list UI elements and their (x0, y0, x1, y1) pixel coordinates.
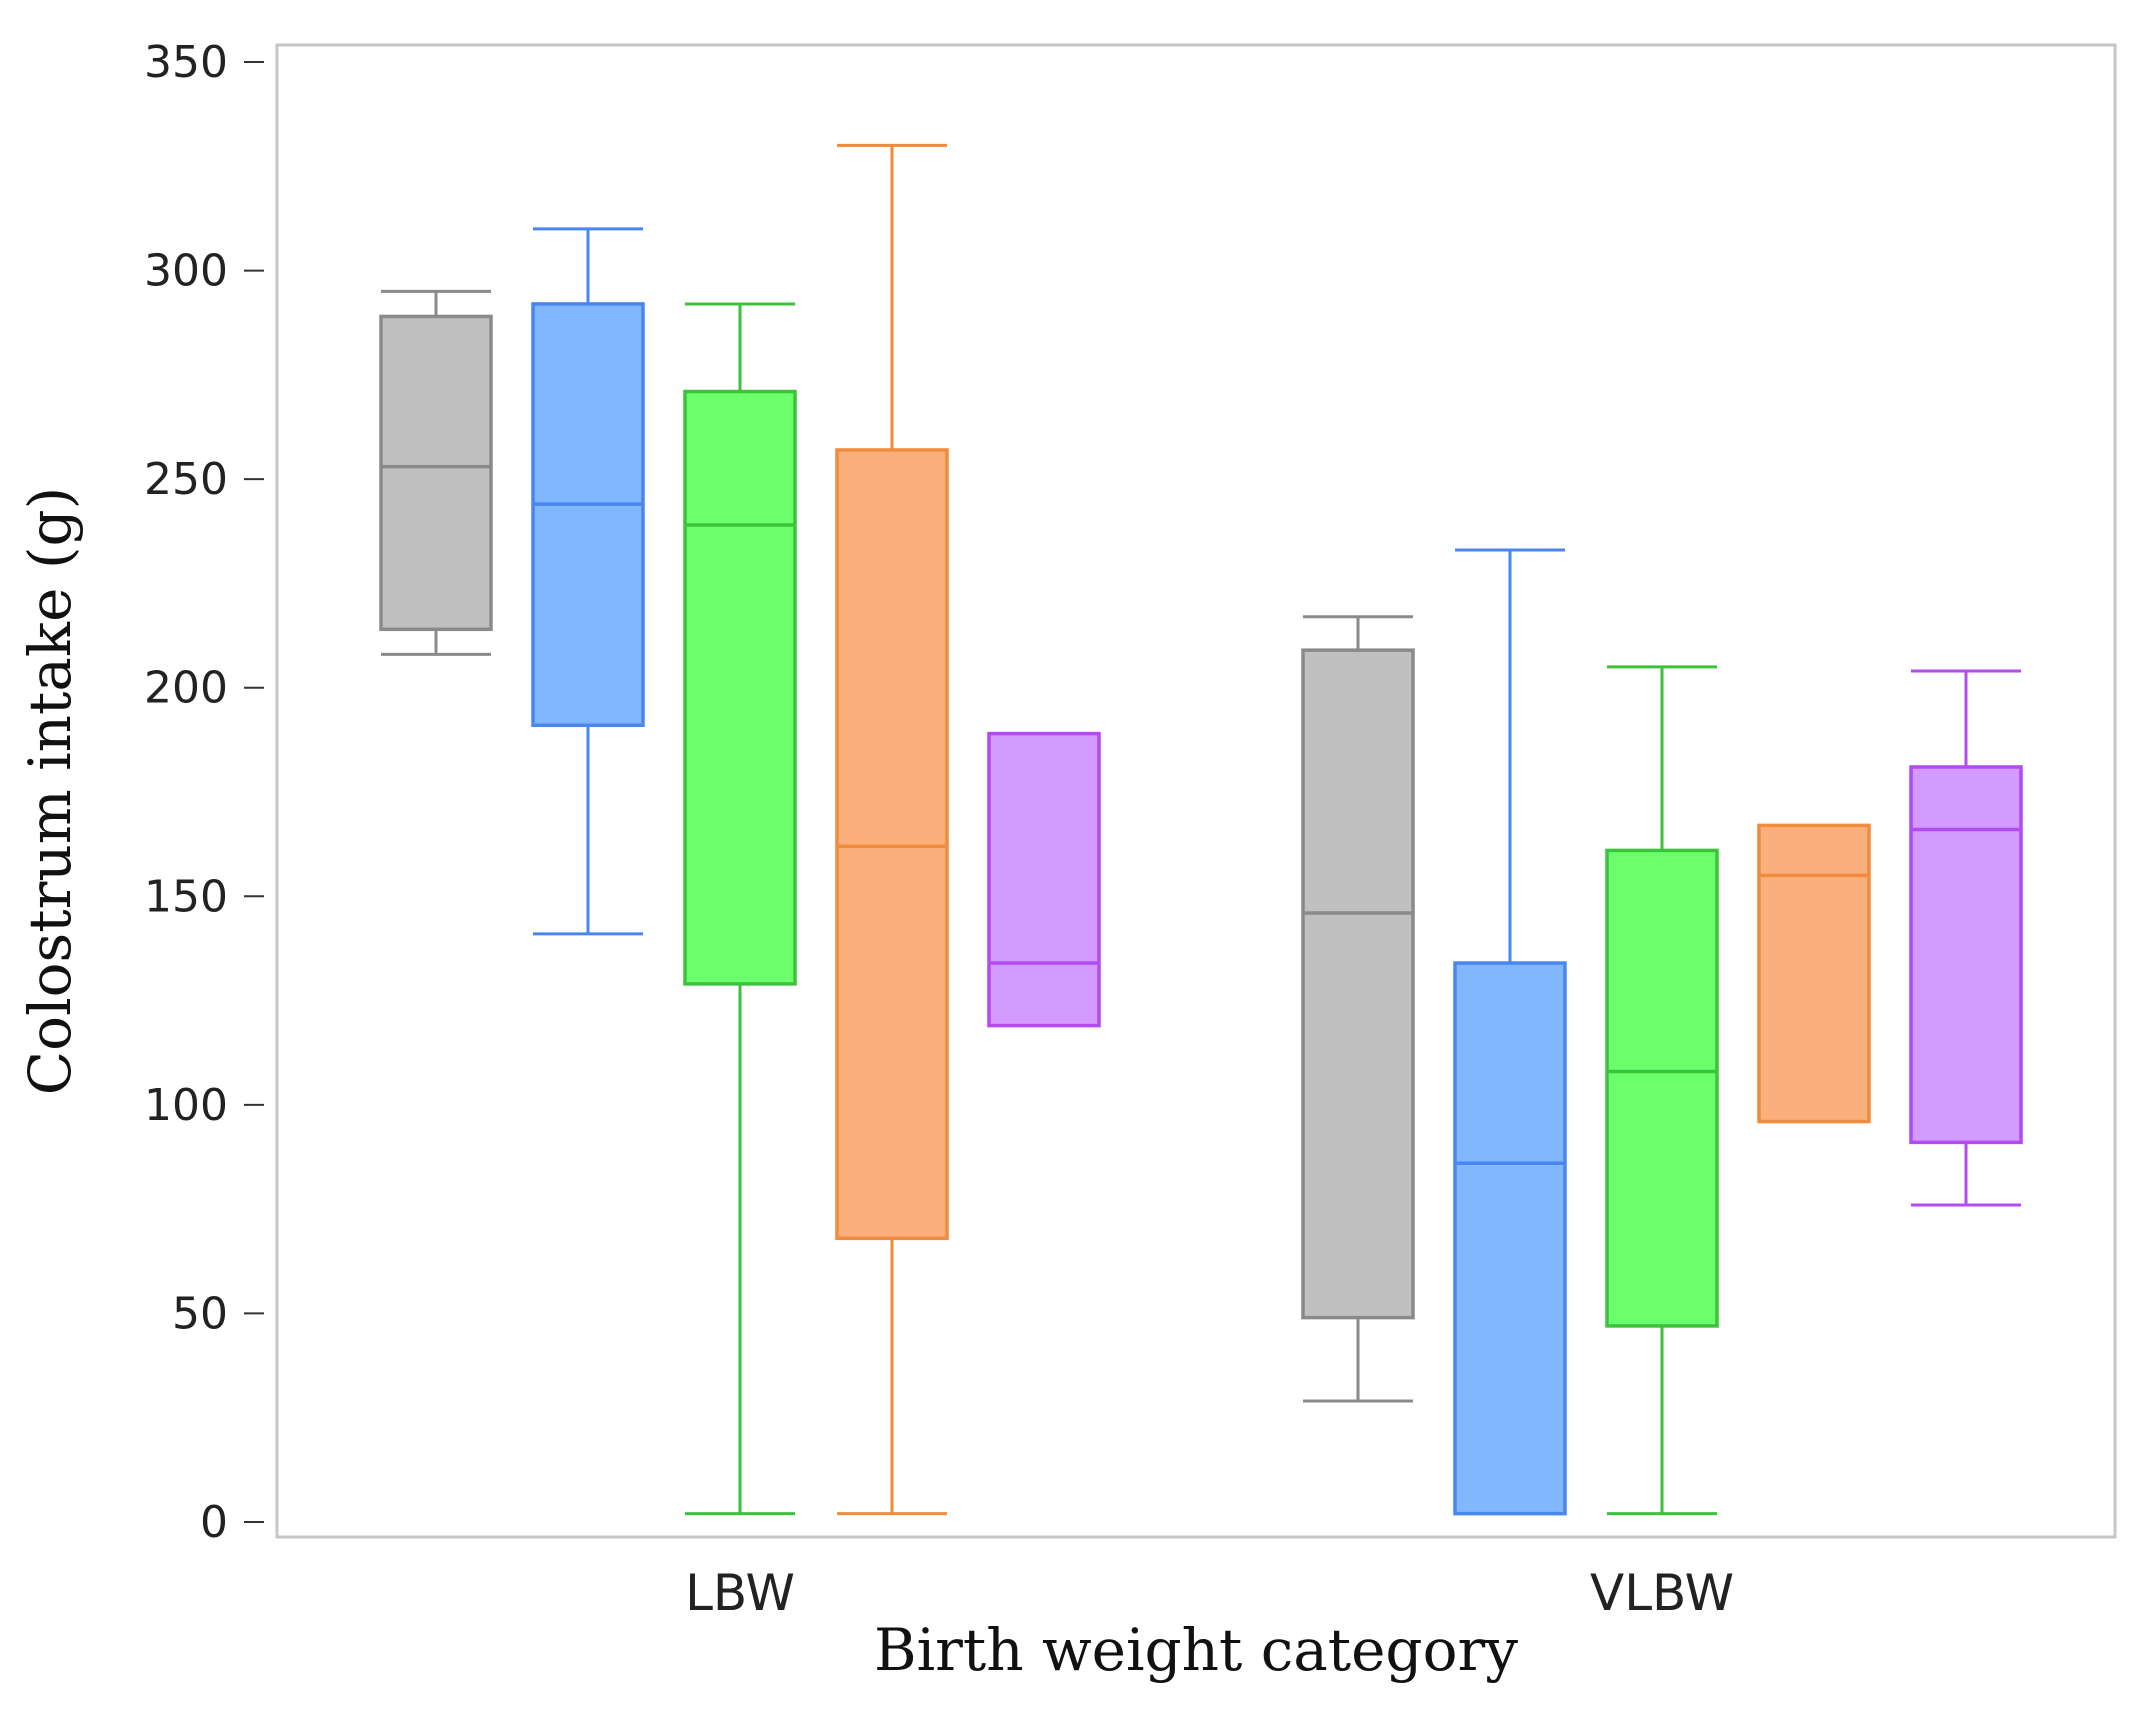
x-category-label: LBW (685, 1564, 795, 1622)
box-iqr (683, 389, 797, 986)
x-axis-title: Birth weight category (874, 1616, 1518, 1684)
box-plot-item (1453, 548, 1567, 1516)
box-plot-item (379, 289, 493, 656)
box-plot-item (1909, 669, 2023, 1207)
y-axis: 0 50 100 150 200 250 300 350 (144, 37, 264, 1548)
box-iqr (1909, 765, 2023, 1145)
y-tick-label: 0 (200, 1497, 228, 1548)
box-iqr (1301, 648, 1415, 1320)
box-iqr (1757, 823, 1871, 1124)
box-plot-item (683, 302, 797, 1516)
box-plot-item (835, 143, 949, 1516)
box-plot-item (1605, 665, 1719, 1516)
y-tick-label: 300 (144, 246, 228, 297)
y-tick-label: 200 (144, 663, 228, 714)
y-tick-label: 100 (144, 1080, 228, 1131)
box-group (379, 143, 2023, 1516)
box-iqr (987, 731, 1101, 1028)
plot-area (275, 43, 2117, 1539)
x-axis: LBW VLBW (685, 1564, 1734, 1622)
y-tick-label: 350 (144, 37, 228, 88)
x-category-label: VLBW (1590, 1564, 1734, 1622)
box-iqr (1453, 961, 1567, 1516)
box-plot-item (987, 731, 1101, 1028)
box-iqr (379, 314, 493, 632)
y-tick-label: 50 (172, 1288, 228, 1339)
y-tick-label: 250 (144, 454, 228, 505)
box-iqr (835, 448, 949, 1241)
box-iqr (531, 302, 645, 728)
y-axis-title: Colostrum intake (g) (16, 487, 84, 1095)
box-plot-item (1757, 823, 1871, 1124)
y-tick-label: 150 (144, 871, 228, 922)
box-plot-item (531, 227, 645, 936)
box-plot-item (1301, 615, 1415, 1403)
box-iqr (1605, 848, 1719, 1328)
